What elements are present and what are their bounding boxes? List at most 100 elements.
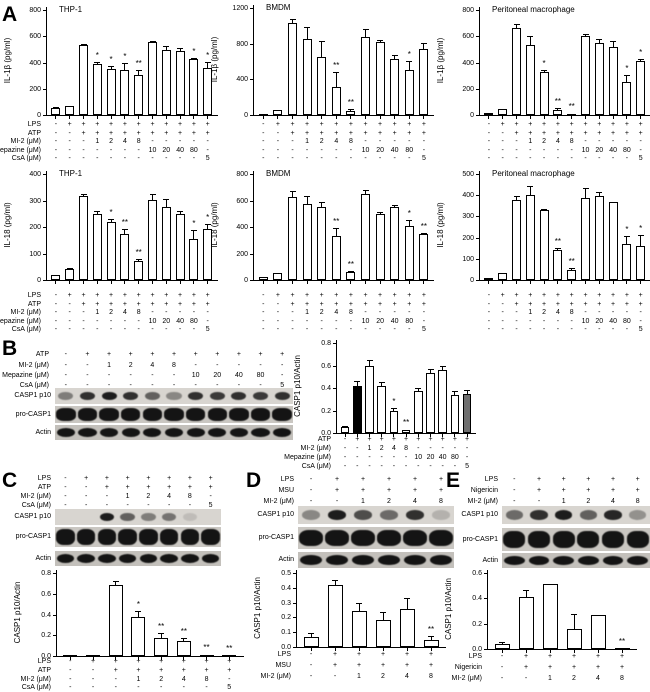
error-bar-cap: [135, 258, 142, 260]
matrix-cell: -: [487, 301, 491, 308]
x-axis: [253, 115, 435, 116]
y-axis: [56, 570, 57, 657]
matrix-cell: -: [114, 676, 117, 683]
matrix-row-label: MI-2 (μM): [451, 675, 482, 682]
matrix-cell: -: [54, 138, 58, 145]
matrix-cell: -: [68, 147, 71, 154]
matrix-cell: +: [536, 487, 542, 494]
matrix-cell: +: [569, 301, 574, 308]
matrix-cell: -: [343, 454, 347, 461]
matrix-cell: -: [441, 463, 444, 470]
error-bar-cap: [420, 43, 427, 45]
blot-band: [273, 428, 292, 437]
matrix-cell: -: [487, 318, 491, 325]
error-bar-cap: [377, 39, 384, 41]
matrix-cell: +: [81, 130, 86, 137]
matrix-cell: -: [259, 382, 262, 389]
matrix-cell: +: [555, 121, 560, 128]
matrix-cell: -: [378, 309, 382, 316]
error-bar-cap: [527, 185, 534, 187]
matrix-cell: -: [262, 318, 265, 325]
matrix-cell: +: [452, 436, 457, 443]
matrix-cell: -: [556, 147, 560, 154]
matrix-cell: +: [191, 301, 196, 308]
chart-title: Peritoneal macrophage: [492, 5, 575, 14]
matrix-row-label: LPS: [280, 476, 294, 483]
matrix-cell: -: [584, 155, 587, 162]
matrix-cell: -: [194, 382, 197, 389]
y-tick: [53, 635, 57, 636]
error-bar-cap: [190, 57, 197, 59]
matrix-cell: +: [610, 476, 616, 483]
y-tick: [43, 89, 47, 90]
y-tick-label: 200: [462, 235, 474, 242]
blot-band: [272, 408, 292, 421]
blot-band: [159, 529, 179, 545]
bar: [404, 69, 414, 115]
matrix-cell: -: [54, 155, 58, 162]
matrix-cell: +: [150, 121, 155, 128]
matrix-cell: -: [276, 130, 280, 137]
matrix-cell: 40: [609, 147, 617, 154]
bar: [553, 250, 563, 280]
error-bar: [137, 611, 139, 617]
matrix-cell: -: [356, 463, 359, 470]
error-bar-cap: [121, 228, 128, 230]
x-tick: [557, 281, 559, 284]
bar: [134, 74, 144, 115]
error-bar-cap: [289, 19, 296, 21]
matrix-cell: +: [91, 658, 96, 665]
matrix-cell: -: [205, 684, 208, 691]
error-bar-cap: [94, 61, 101, 63]
matrix-cell: +: [514, 130, 519, 137]
y-tick-label: 0: [37, 277, 41, 284]
matrix-cell: 4: [555, 138, 560, 145]
matrix-cell: +: [378, 292, 383, 299]
matrix-cell: -: [422, 309, 426, 316]
bar: [512, 199, 521, 280]
x-tick: [160, 657, 162, 660]
matrix-cell: +: [319, 130, 324, 137]
matrix-cell: -: [487, 138, 491, 145]
y-tick: [53, 615, 57, 616]
panel-label-c: C: [2, 469, 18, 492]
matrix-cell: 2: [128, 362, 133, 369]
matrix-cell: -: [54, 130, 58, 137]
matrix-cell: 8: [635, 498, 640, 505]
x-tick: [206, 657, 208, 660]
matrix-cell: 2: [586, 498, 591, 505]
error-bar-cap: [94, 211, 101, 213]
matrix-cell: -: [378, 138, 382, 145]
matrix-cell: -: [611, 138, 615, 145]
matrix-cell: 80: [450, 454, 459, 461]
matrix-cell: +: [555, 301, 560, 308]
x-axis: [56, 656, 244, 657]
matrix-cell: +: [104, 475, 109, 482]
error-bar: [183, 637, 185, 642]
blot-band: [626, 530, 649, 549]
y-tick-label: 0.8: [321, 340, 331, 347]
error-bar: [598, 38, 600, 43]
x-tick: [571, 116, 573, 119]
chart-title: BMDM: [266, 169, 291, 178]
blot-band: [604, 510, 622, 520]
blot-band: [141, 512, 156, 522]
x-tick: [344, 434, 346, 437]
y-tick-label: 200: [29, 86, 41, 93]
error-bar-cap: [420, 233, 427, 235]
matrix-cell: +: [583, 292, 588, 299]
matrix-cell: 20: [426, 454, 435, 461]
x-tick: [292, 281, 293, 284]
matrix-cell: -: [216, 362, 219, 369]
blot-band: [164, 428, 184, 437]
matrix-cell: +: [125, 484, 130, 491]
matrix-cell: 2: [109, 138, 114, 145]
blot-band: [118, 554, 137, 563]
error-bar: [356, 381, 358, 386]
error-bar: [292, 191, 293, 198]
matrix-cell: +: [109, 130, 114, 137]
matrix-cell: 20: [376, 147, 384, 154]
matrix-cell: +: [561, 487, 566, 494]
